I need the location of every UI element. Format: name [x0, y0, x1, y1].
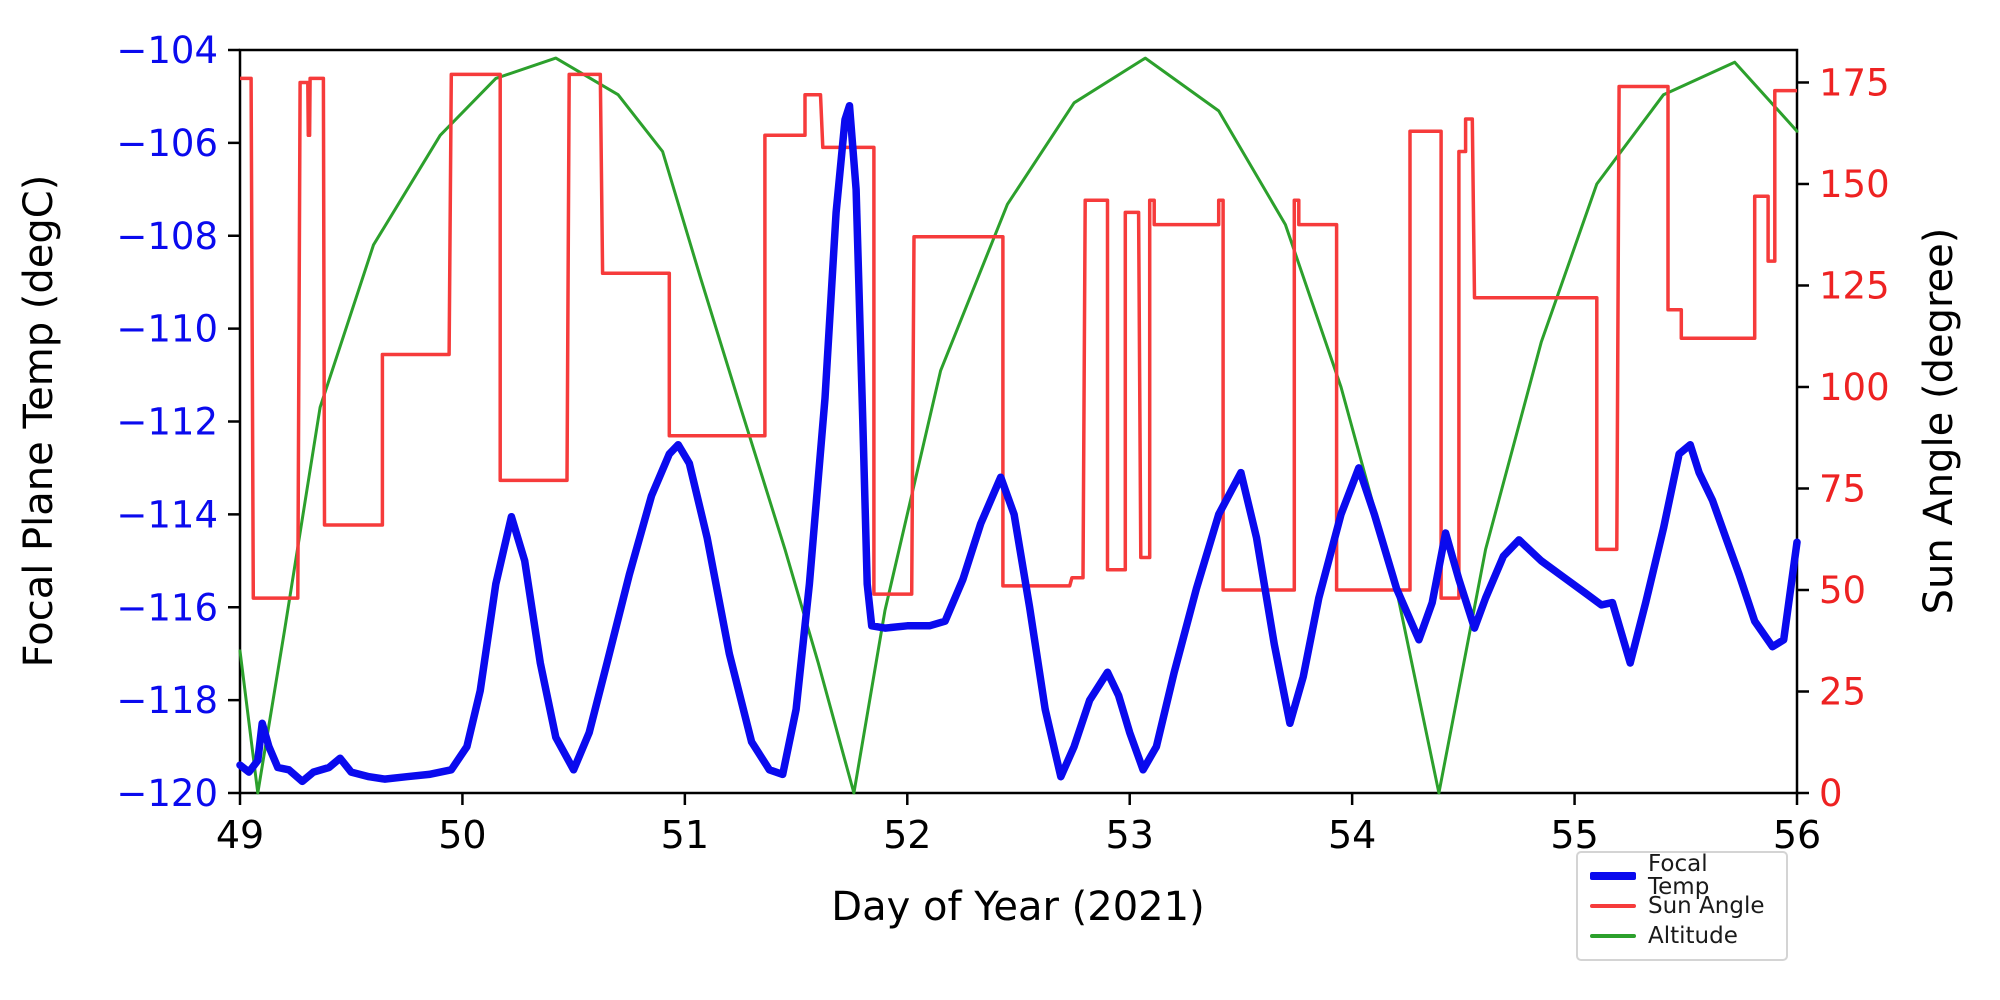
legend-line-sample-sun-angle: [1590, 904, 1636, 908]
y-left-tick-label: −120: [116, 772, 218, 815]
legend-item-sun-angle: Sun Angle: [1590, 891, 1776, 921]
x-tick-label: 54: [1328, 813, 1376, 857]
y-left-tick-label: −110: [116, 308, 218, 351]
altitude-line: [238, 56, 1799, 795]
legend-label: Focal Temp: [1648, 851, 1710, 900]
y-axis-title-right: Sun Angle (degree): [1916, 228, 1962, 615]
y-right-tick-label: 0: [1819, 772, 1843, 815]
y-right-tick-label: 175: [1819, 61, 1890, 104]
y-right-tick-label: 100: [1819, 366, 1890, 409]
legend-label: Sun Angle: [1648, 892, 1765, 919]
y-left-tick-label: −114: [116, 493, 218, 536]
x-tick-label: 51: [661, 813, 709, 857]
legend-item-altitude: Altitude: [1590, 921, 1776, 951]
legend-item-focal-temp: Focal Temp: [1590, 853, 1776, 899]
plot-border: [238, 48, 1799, 795]
y-left-tick-label: −106: [116, 122, 218, 165]
x-tick-label: 50: [438, 813, 486, 857]
x-tick-label: 56: [1773, 813, 1821, 857]
y-axis-title-left: Focal Plane Temp (degC): [16, 175, 62, 668]
y-right-tick-label: 25: [1819, 670, 1866, 713]
x-tick-label: 53: [1106, 813, 1154, 857]
axis-ticks: [228, 48, 1809, 805]
sun-angle-line: [240, 72, 1797, 600]
x-tick-label: 49: [216, 813, 264, 857]
y-left-tick-label: −118: [116, 679, 218, 722]
y-left-tick-label: −108: [116, 215, 218, 258]
y-right-tick-label: 75: [1819, 467, 1866, 510]
y-left-tick-label: −116: [116, 586, 218, 629]
legend-line-sample-altitude: [1590, 934, 1636, 938]
legend: Focal Temp Sun Angle Altitude: [1576, 851, 1788, 961]
y-left-tick-label: −104: [116, 29, 218, 72]
x-axis-title: Day of Year (2021): [831, 884, 1204, 930]
axis-tick-labels: 49 50 51 52 53 54 55 56 −104 −106 −108 −110 −112 −114…: [116, 29, 1889, 857]
y-right-tick-label: 150: [1819, 163, 1890, 206]
series-group: [236, 56, 1801, 795]
y-right-tick-label: 125: [1819, 264, 1890, 307]
x-tick-label: 52: [883, 813, 931, 857]
x-tick-label: 55: [1550, 813, 1598, 857]
legend-label: Altitude: [1648, 922, 1738, 949]
focal-temp-line: [236, 101, 1801, 786]
legend-line-sample-focal-temp: [1590, 872, 1636, 880]
y-left-tick-label: −112: [116, 401, 218, 444]
y-right-tick-label: 50: [1819, 569, 1866, 612]
